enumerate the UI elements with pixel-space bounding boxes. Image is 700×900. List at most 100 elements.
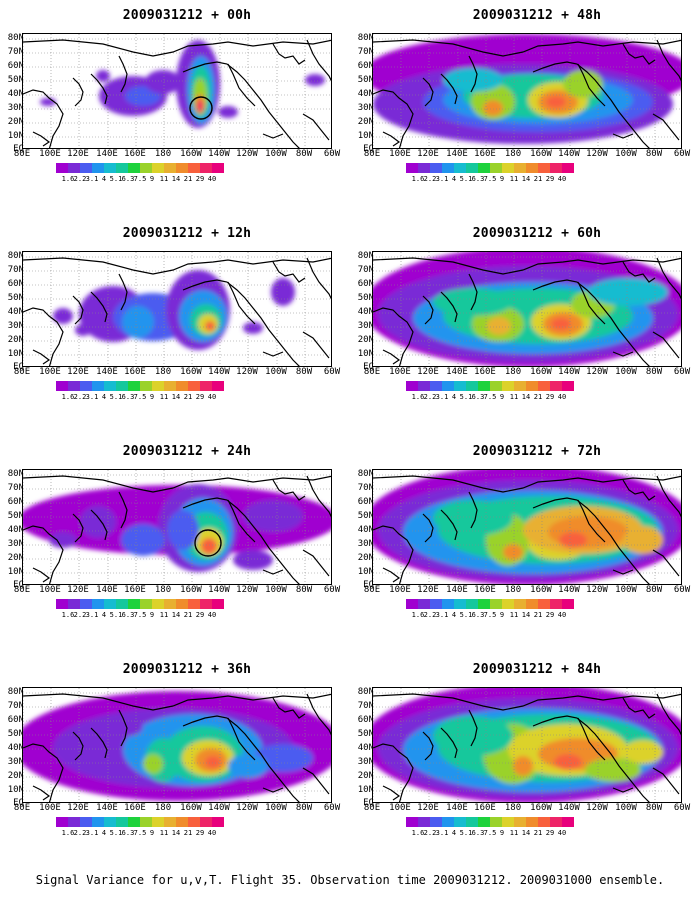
colorbar-label: 6.3: [471, 611, 485, 619]
colorbar-label: 2.2: [423, 829, 437, 837]
variance-contour: [96, 70, 110, 82]
lon-tick-label: 60W: [673, 803, 691, 813]
colorbar-label: 9: [149, 611, 155, 619]
colorbar-label: 14: [171, 611, 181, 619]
colorbar-label: 6.3: [471, 175, 485, 183]
observation-circle: [194, 529, 222, 557]
colorbar-swatch: [454, 381, 466, 391]
lat-tick-label: EQ: [363, 362, 374, 372]
colorbar-swatch: [418, 381, 430, 391]
coastlines: [373, 693, 681, 802]
colorbar-label: 7.5: [483, 829, 497, 837]
lat-tick-label: 30N: [357, 757, 374, 767]
colorbar-label: 21: [533, 175, 543, 183]
lon-tick-label: 60W: [323, 149, 341, 159]
lon-tick-label: 100W: [265, 149, 287, 159]
variance-contour: [80, 506, 116, 538]
variance-field-map: [23, 34, 331, 148]
variance-contour: [83, 718, 143, 738]
colorbar-label: 40: [557, 175, 567, 183]
colorbar-label: 29: [195, 611, 205, 619]
colorbar-swatch: [68, 599, 80, 609]
colorbar-swatch: [490, 381, 502, 391]
lat-tick-label: 20N: [7, 335, 24, 345]
lon-tick-label: 140W: [558, 585, 580, 595]
lon-tick-label: 100E: [39, 149, 61, 159]
colorbar-swatch: [104, 599, 116, 609]
lat-tick-label: 60N: [357, 715, 374, 725]
colorbar-label: 29: [545, 175, 555, 183]
colorbar-label: 7.5: [133, 829, 147, 837]
colorbar-swatch: [550, 163, 562, 173]
map-plot: [372, 33, 682, 149]
lon-tick-label: 160E: [124, 585, 146, 595]
colorbar-label: 6.3: [121, 611, 135, 619]
coastlines: [23, 475, 331, 584]
map-plot: [372, 469, 682, 585]
colorbar-label: 21: [533, 393, 543, 401]
lon-tick-label: 160W: [530, 149, 552, 159]
colorbar-label: 21: [183, 175, 193, 183]
panel-title: 2009031212 + 84h: [472, 662, 602, 677]
lon-tick-label: 120E: [417, 149, 439, 159]
colorbar-label: 40: [207, 829, 217, 837]
variance-contour: [585, 758, 641, 782]
lon-tick-label: 80E: [363, 149, 381, 159]
colorbar-swatch: [200, 381, 212, 391]
variance-contour: [433, 716, 513, 756]
colorbar-label: 9: [499, 175, 505, 183]
lon-tick-label: 80E: [13, 367, 31, 377]
lon-tick-label: 100E: [39, 803, 61, 813]
lon-tick-label: 140E: [446, 803, 468, 813]
variance-contour: [487, 317, 511, 335]
lat-tick-label: 20N: [357, 335, 374, 345]
colorbar-label: 5.1: [459, 175, 473, 183]
lon-tick-label: 180: [504, 803, 522, 813]
colorbar-swatch: [478, 163, 490, 173]
lon-tick-label: 140E: [96, 585, 118, 595]
shaded-field: [23, 484, 331, 572]
lat-tick-label: 50N: [357, 511, 374, 521]
lat-tick-label: 80N: [357, 469, 374, 479]
colorbar-swatch: [538, 163, 550, 173]
colorbar-label: 40: [207, 611, 217, 619]
panel-title: 2009031212 + 60h: [472, 226, 602, 241]
variance-contour: [243, 500, 303, 532]
colorbar-labels: 1.6 2.2 3.1 4 5.1 6.3 7.5 9 11 14 21 29 40: [406, 830, 666, 838]
colorbar: [406, 599, 574, 609]
colorbar-swatch: [104, 817, 116, 827]
colorbar-label: 11: [509, 393, 519, 401]
lon-tick-label: 100W: [615, 367, 637, 377]
lon-tick-label: 160W: [530, 585, 552, 595]
panel-title: 2009031212 + 72h: [472, 444, 602, 459]
colorbar-swatch: [430, 163, 442, 173]
colorbar-labels: 1.6 2.2 3.1 4 5.1 6.3 7.5 9 11 14 21 29 40: [56, 394, 316, 402]
colorbar-label: 2.2: [423, 175, 437, 183]
lon-tick-label: 140W: [208, 585, 230, 595]
variance-contour: [483, 100, 503, 116]
colorbar-swatch: [526, 381, 538, 391]
colorbar-swatch: [164, 163, 176, 173]
colorbar-label: 9: [149, 829, 155, 837]
colorbar-label: 11: [159, 611, 169, 619]
colorbar-swatch: [92, 381, 104, 391]
colorbar-swatch: [466, 817, 478, 827]
lon-tick-label: 80W: [295, 585, 313, 595]
colorbar-label: 4: [101, 393, 107, 401]
colorbar-label: 5.1: [109, 829, 123, 837]
colorbar-label: 40: [207, 175, 217, 183]
variance-field-map: [23, 252, 331, 366]
colorbar-swatch: [116, 599, 128, 609]
map-plot: [372, 687, 682, 803]
lon-tick-label: 180: [504, 149, 522, 159]
colorbar-label: 1.6: [411, 611, 425, 619]
forecast-panel: 2009031212 + 84h 80N 70N 60N 50N 40N 30N 20N 10N…: [358, 662, 700, 867]
colorbar-label: 7.5: [483, 393, 497, 401]
variance-field-map: [373, 34, 681, 148]
colorbar-swatch: [104, 381, 116, 391]
colorbar-label: 4: [451, 611, 457, 619]
colorbar-label: 4: [451, 175, 457, 183]
colorbar: [56, 163, 224, 173]
colorbar-swatch: [502, 817, 514, 827]
lon-tick-label: 180: [154, 803, 172, 813]
